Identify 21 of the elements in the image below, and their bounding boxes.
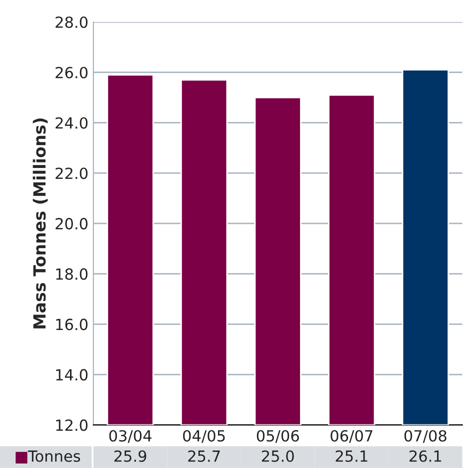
- y-tick-label: 20.0: [56, 218, 88, 230]
- x-tick-label: 03/04: [109, 430, 152, 443]
- data-label: 25.0: [262, 450, 294, 462]
- y-tick-label: 28.0: [56, 16, 88, 28]
- y-tick-label: 26.0: [56, 66, 88, 78]
- y-tick-label: 16.0: [56, 318, 88, 330]
- y-tick-label: 24.0: [56, 117, 88, 129]
- x-tick-label: 05/06: [256, 430, 299, 443]
- y-tick-label: 12.0: [56, 419, 88, 431]
- data-label: 25.9: [114, 450, 146, 462]
- data-label: 25.7: [188, 450, 220, 462]
- y-tick-label: 14.0: [56, 369, 88, 381]
- data-label: 26.1: [410, 450, 442, 462]
- data-label: 25.1: [336, 450, 368, 462]
- y-tick-label: 18.0: [56, 268, 88, 280]
- x-tick-label: 07/08: [404, 430, 446, 443]
- legend-label: Tonnes: [28, 450, 80, 462]
- y-axis-title: Mass Tonnes (Millions): [32, 118, 48, 328]
- y-tick-label: 22.0: [56, 168, 88, 180]
- x-tick-label: 04/05: [183, 430, 225, 443]
- x-tick-label: 06/07: [330, 430, 372, 443]
